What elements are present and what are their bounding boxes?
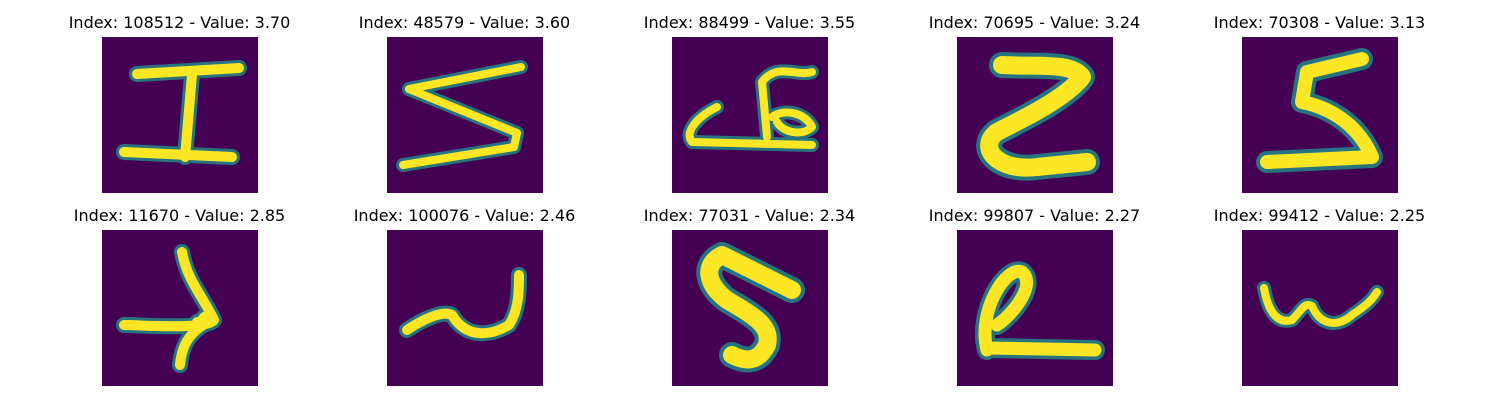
panel-3: Index: 70695 - Value: 3.24 xyxy=(892,13,1177,193)
glyph-arrow-svg xyxy=(115,244,222,373)
panel-2: Index: 88499 - Value: 3.55 xyxy=(607,13,892,193)
panel-5: Index: 11670 - Value: 2.85 xyxy=(37,206,322,386)
panel-0: Index: 108512 - Value: 3.70 xyxy=(37,13,322,193)
panel-title: Index: 99807 - Value: 2.27 xyxy=(928,206,1141,225)
glyph-n-svg xyxy=(398,267,527,342)
panel-9: Index: 99412 - Value: 2.25 xyxy=(1177,206,1462,386)
panel-6: Index: 100076 - Value: 2.46 xyxy=(322,206,607,386)
panel-title: Index: 99412 - Value: 2.25 xyxy=(1213,206,1426,225)
glyph-image xyxy=(101,230,258,386)
glyph-image xyxy=(386,37,543,193)
panel-title: Index: 11670 - Value: 2.85 xyxy=(73,206,286,225)
glyph-s-svg xyxy=(1255,48,1383,173)
panel-8: Index: 99807 - Value: 2.27 xyxy=(892,206,1177,386)
glyph-image xyxy=(386,230,543,386)
panel-title: Index: 70308 - Value: 3.13 xyxy=(1213,13,1426,32)
panel-1: Index: 48579 - Value: 3.60 xyxy=(322,13,607,193)
panel-4: Index: 70308 - Value: 3.13 xyxy=(1177,13,1462,193)
glyph-image xyxy=(101,37,258,193)
panel-7: Index: 77031 - Value: 2.34 xyxy=(607,206,892,386)
glyph-z-svg xyxy=(395,60,528,172)
glyph-image xyxy=(956,37,1113,193)
glyph-image xyxy=(1241,37,1398,193)
glyph-image xyxy=(671,37,828,193)
glyph-image xyxy=(671,230,828,386)
panel-title: Index: 48579 - Value: 3.60 xyxy=(358,13,571,32)
glyph-scribble-svg xyxy=(682,64,819,152)
glyph-w-svg xyxy=(1256,281,1384,330)
panel-title: Index: 88499 - Value: 3.55 xyxy=(643,13,856,32)
panel-title: Index: 70695 - Value: 3.24 xyxy=(928,13,1141,32)
panel-title: Index: 100076 - Value: 2.46 xyxy=(353,206,576,225)
glyph-q-svg xyxy=(974,261,1105,360)
glyph-i-svg xyxy=(115,60,247,165)
glyph-image xyxy=(1241,230,1398,386)
glyph-s2-svg xyxy=(695,242,805,373)
panel-title: Index: 108512 - Value: 3.70 xyxy=(68,13,291,32)
glyph-image xyxy=(956,230,1113,386)
panel-title: Index: 77031 - Value: 2.34 xyxy=(643,206,856,225)
glyph-z2-svg xyxy=(975,52,1100,181)
